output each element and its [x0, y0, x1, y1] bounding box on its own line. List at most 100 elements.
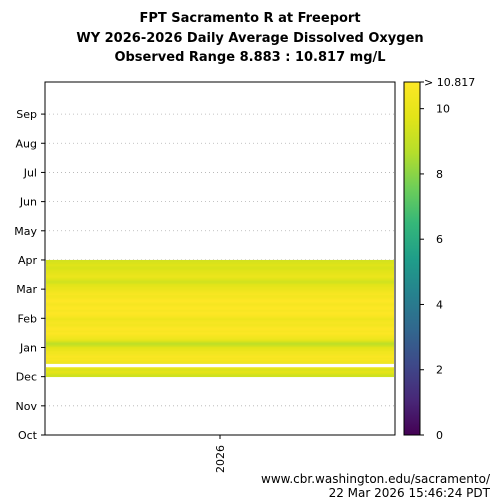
- heatmap-cell: [46, 370, 394, 372]
- heatmap-cell: [46, 371, 394, 373]
- heatmap-cell: [46, 362, 394, 364]
- heatmap-cell: [46, 298, 394, 300]
- heatmap-cell: [46, 271, 394, 273]
- y-tick-label: Apr: [18, 254, 38, 267]
- y-tick-label: Feb: [18, 312, 37, 325]
- heatmap-cell: [46, 350, 394, 352]
- heatmap-cell: [46, 332, 394, 334]
- heatmap-cell: [46, 356, 394, 359]
- heatmap-cell: [46, 291, 394, 293]
- heatmap-cell: [46, 286, 394, 289]
- heatmap-cell: [46, 324, 394, 327]
- heatmap-cell: [46, 306, 394, 309]
- y-axis: Oct Nov Dec Jan Feb Mar Apr May Jun Jul Aug Sep: [14, 108, 45, 442]
- heatmap-cell: [46, 371, 394, 374]
- heatmap-cell: [46, 278, 394, 280]
- heatmap-cell: [46, 374, 394, 377]
- heatmap-cell: [46, 282, 394, 284]
- heatmap-cell: [46, 318, 394, 320]
- heatmap-cell: [46, 339, 394, 342]
- heatmap-cell: [46, 327, 394, 330]
- heatmap-cell: [46, 304, 394, 307]
- heatmap-cell: [46, 360, 394, 362]
- colorbar-tick-label: 4: [436, 298, 443, 311]
- heatmap-cell: [46, 294, 394, 296]
- heatmap-cell: [46, 338, 394, 340]
- heatmap-cell: [46, 300, 394, 303]
- heatmap-cell: [46, 303, 394, 306]
- y-tick-label: Sep: [16, 108, 37, 121]
- heatmap-cell: [46, 283, 394, 286]
- colorbar-tick-label: 6: [436, 233, 443, 246]
- footer-timestamp: 22 Mar 2026 15:46:24 PDT: [328, 486, 490, 500]
- heatmap-cell: [46, 336, 394, 338]
- heatmap-cell: [46, 347, 394, 349]
- heatmap-cell: [46, 317, 394, 319]
- heatmap-cell: [46, 276, 394, 279]
- x-axis: 2026: [214, 435, 227, 473]
- heatmap-cell: [46, 358, 394, 361]
- heatmap-cell: [46, 292, 394, 294]
- heatmap-cell: [46, 331, 394, 333]
- colorbar-gradient: [403, 81, 421, 436]
- heatmap-cell: [46, 328, 394, 330]
- chart-title-line-3: Observed Range 8.883 : 10.817 mg/L: [114, 50, 386, 65]
- plot-frame: [44, 81, 396, 436]
- heatmap-cell: [46, 280, 394, 283]
- heatmap-cell: [46, 334, 394, 336]
- heatmap-cell: [46, 301, 394, 304]
- heatmap-cell: [46, 341, 394, 344]
- heatmap-cell: [46, 307, 394, 310]
- heatmap-cell: [46, 312, 394, 314]
- heatmap-cell: [46, 259, 394, 262]
- heatmap-cell: [46, 323, 394, 325]
- heatmap-cell: [46, 320, 394, 322]
- y-tick-label: Jan: [19, 341, 37, 354]
- y-tick-label: Jun: [19, 196, 37, 209]
- heatmap-cell: [46, 345, 394, 347]
- heatmap-cell: [46, 325, 394, 328]
- colorbar-tick-label: 10: [436, 103, 450, 116]
- colorbar-tick-label: 0: [436, 429, 443, 442]
- heatmap-cell: [46, 367, 394, 369]
- heatmap-cell: [46, 333, 394, 335]
- heatmap-cell: [46, 316, 394, 318]
- heatmap-cell: [46, 361, 394, 363]
- heatmap-cell: [46, 261, 394, 264]
- y-tick-label: May: [14, 225, 37, 238]
- heatmap-cell: [46, 284, 394, 287]
- heatmap-cell: [46, 322, 394, 324]
- heatmap-cell: [46, 369, 394, 371]
- heatmap-cell: [46, 293, 394, 295]
- heatmap-cell: [46, 339, 394, 341]
- heatmap-cell: [46, 353, 394, 355]
- heatmap-cell: [46, 352, 394, 354]
- heatmap-cell: [46, 373, 394, 376]
- heatmap-cell: [46, 368, 394, 370]
- heatmap-cell: [46, 349, 394, 351]
- heatmap-cell: [46, 279, 394, 282]
- heatmap-cell: [46, 335, 394, 337]
- colorbar: 0 2 4 6 8 10 > 10.817: [403, 76, 475, 442]
- heatmap-cell: [46, 287, 394, 290]
- heatmap-cell: [46, 326, 394, 329]
- colorbar-max-label: > 10.817: [424, 76, 475, 89]
- heatmap-cell: [46, 330, 394, 332]
- colorbar-tick-label: 2: [436, 364, 443, 377]
- y-tick-label: Nov: [16, 400, 38, 413]
- chart-title-line-1: FPT Sacramento R at Freeport: [139, 11, 361, 26]
- heatmap-cell: [46, 269, 394, 272]
- heatmap-cell: [46, 337, 394, 339]
- heatmap-cells: [46, 259, 394, 378]
- heatmap-cell: [46, 275, 394, 278]
- heatmap-cell: [46, 351, 394, 353]
- heatmap-cell: [46, 354, 394, 356]
- heatmap-cell: [46, 272, 394, 275]
- heatmap-cell: [46, 262, 394, 265]
- heatmap-cell: [46, 355, 394, 357]
- heatmap-cell: [46, 375, 394, 378]
- heatmap-cell: [46, 273, 394, 276]
- heatmap-cell: [46, 313, 394, 315]
- heatmap-cell: [46, 342, 394, 345]
